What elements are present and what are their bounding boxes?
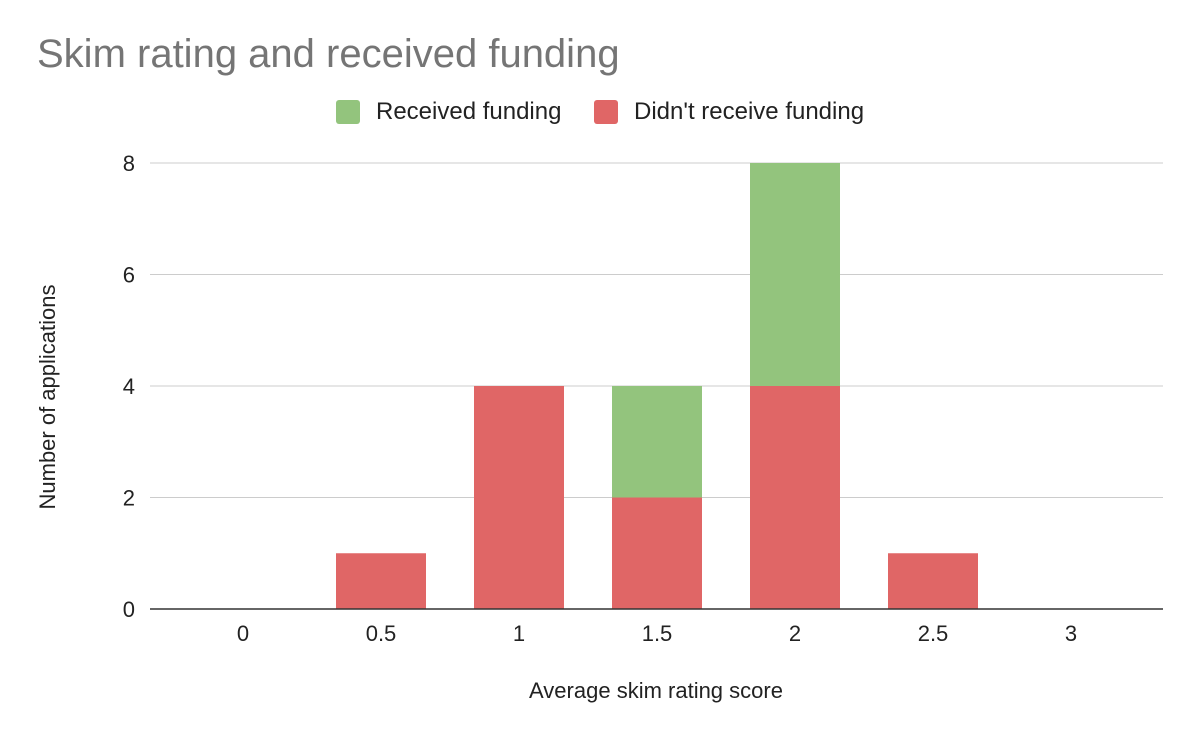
legend-label-received-funding: Received funding <box>376 98 562 125</box>
legend-label-didnt-receive-funding: Didn't receive funding <box>634 98 865 125</box>
x-tick-label: 1.5 <box>642 621 673 646</box>
x-tick-label: 2.5 <box>918 621 949 646</box>
bar-didnt-receive-funding <box>888 553 978 609</box>
y-tick-label: 4 <box>123 374 135 399</box>
bar-didnt-receive-funding <box>750 386 840 609</box>
legend-item-received-funding[interactable]: Received funding <box>336 98 561 126</box>
x-tick-label: 0 <box>237 621 249 646</box>
x-tick-label: 2 <box>789 621 801 646</box>
y-tick-label: 2 <box>123 486 135 511</box>
bar-didnt-receive-funding <box>474 386 564 609</box>
x-tick-label: 0.5 <box>366 621 397 646</box>
chart-title: Skim rating and received funding <box>37 32 620 76</box>
legend-swatch-didnt-receive-funding <box>594 100 618 124</box>
y-tick-label: 0 <box>123 597 135 622</box>
legend: Received funding Didn't receive funding <box>0 98 1200 128</box>
x-axis-title: Average skim rating score <box>529 678 783 703</box>
legend-swatch-received-funding <box>336 100 360 124</box>
y-axis-title: Number of applications <box>35 284 60 510</box>
x-tick-label: 1 <box>513 621 525 646</box>
bar-received-funding <box>612 386 702 498</box>
y-tick-label: 6 <box>123 263 135 288</box>
bar-didnt-receive-funding <box>612 497 702 609</box>
bar-didnt-receive-funding <box>336 553 426 609</box>
legend-item-didnt-receive-funding[interactable]: Didn't receive funding <box>594 98 864 126</box>
bar-received-funding <box>750 163 840 386</box>
y-tick-label: 8 <box>123 151 135 176</box>
x-tick-label: 3 <box>1065 621 1077 646</box>
